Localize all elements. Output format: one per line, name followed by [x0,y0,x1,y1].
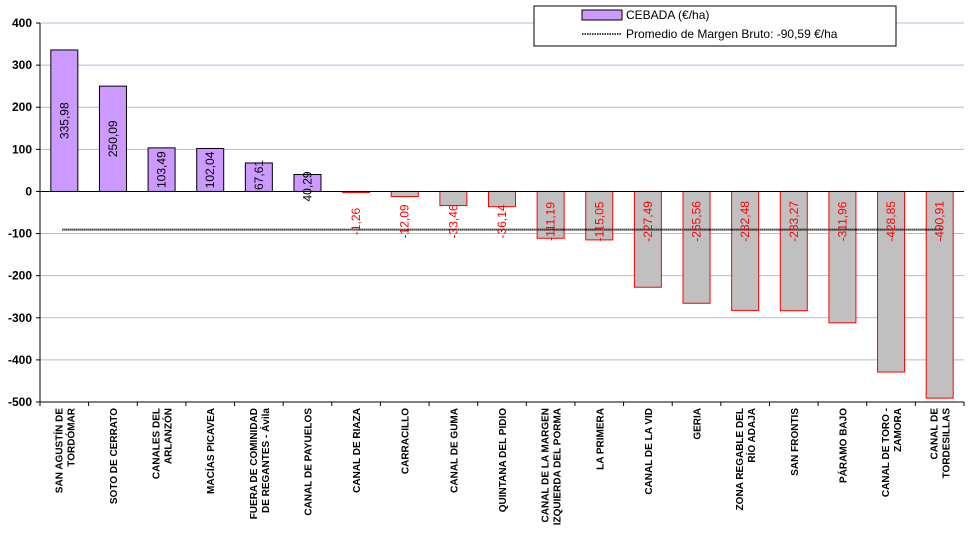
category-label: CANAL DE PAYUELOS [303,408,314,516]
bar [390,190,419,198]
axes [39,23,965,406]
y-tick-label: 0 [25,184,32,198]
bar [585,190,614,241]
category-label: SOTO DE CERRATO [109,408,120,504]
data-label: -36,14 [495,204,509,238]
category-label: PÁRAMO BAJO [836,408,849,483]
y-tick-label: -300 [8,311,32,325]
y-tick-label: -400 [8,353,32,367]
y-tick-label: -100 [8,227,32,241]
bar-series [50,49,954,399]
y-tick-label: -200 [8,269,32,283]
data-label: -311,96 [835,201,849,241]
bar [877,190,906,373]
bar [633,190,662,288]
data-label: -490,91 [933,201,947,242]
legend-label-reference: Promedio de Margen Bruto: -90,59 €/ha [626,27,838,41]
data-label: -265,56 [690,201,704,242]
bar [682,190,711,304]
y-tick-label: 300 [12,58,32,72]
bar [50,49,79,192]
legend-swatch-bar [581,9,623,21]
data-label: -227,49 [641,201,655,242]
category-label: CARRACILLO [401,408,412,474]
category-label: LA PRIMERA [595,408,606,470]
category-label: ZAMORA [893,408,904,452]
bar [439,190,468,207]
category-label: MACÍAS PICAVEA [204,408,217,494]
category-label: CANAL DE RIAZA [352,408,363,493]
category-label: DE REGANTES - Ávila [259,408,272,513]
category-label: TORDÓMAR [64,407,77,466]
category-label: CANAL DE TORO - [881,408,892,497]
category-label: FUERA DE COMINIDAD [249,408,260,519]
y-tick-label: 400 [12,16,32,30]
value-labels: 335,98 250,09 103,49 102,04 67,61 40,29 -1,26 -… [57,102,946,242]
category-label: CANAL DE LA MARGEN [541,408,552,522]
category-label: TORDESILLAS [942,408,953,479]
category-label: RÍO ADAJA [745,408,758,463]
y-tick-label: 200 [12,100,32,114]
data-label: -428,85 [884,201,898,242]
category-label: CANAL DE [930,408,941,460]
legend: CEBADA (€/ha) Promedio de Margen Bruto: … [533,5,897,47]
data-label: 250,09 [106,120,120,157]
bar [488,190,516,208]
data-label: -33,46 [446,204,460,238]
data-label: -12,09 [398,204,412,238]
data-label: -282,48 [738,201,752,242]
category-label: SAN AGUSTÍN DE [52,408,65,494]
data-label: 103,49 [155,151,169,188]
legend-label-series: CEBADA (€/ha) [626,8,709,22]
category-label: SAN FRONTIS [790,408,801,476]
category-label: IZQUIERDA DEL PORMA [553,408,564,525]
category-label: CANAL DE GUMA [449,408,460,493]
category-label: GERIA [693,408,704,440]
data-label: 102,04 [203,151,217,188]
category-label: CANALES DEL [152,408,163,479]
y-tick-label: 100 [12,142,32,156]
data-label: 67,61 [252,160,266,190]
category-label: ARLANZÓN [162,408,175,464]
data-label: -111,19 [544,202,558,241]
category-label: ZONA REGABLE DEL [735,408,746,510]
bar [828,190,857,324]
data-label: -115,05 [592,201,606,241]
y-tick-labels: 400 300 200 100 0 -100 -200 -300 -400 -500 [8,16,40,409]
category-labels: SAN AGUSTÍN DE TORDÓMAR SOTO DE CERRATO CAN… [52,407,952,525]
bar [925,190,954,399]
data-label: -1,26 [349,207,363,235]
bar [779,190,808,312]
data-label: 335,98 [57,102,71,139]
y-tick-label: -500 [8,395,32,409]
data-label: 40,29 [300,171,314,201]
data-label: -283,27 [787,201,801,242]
category-label: QUINTANA DEL PIDIO [498,408,509,512]
category-label: CANAL DE LA VID [644,408,655,495]
